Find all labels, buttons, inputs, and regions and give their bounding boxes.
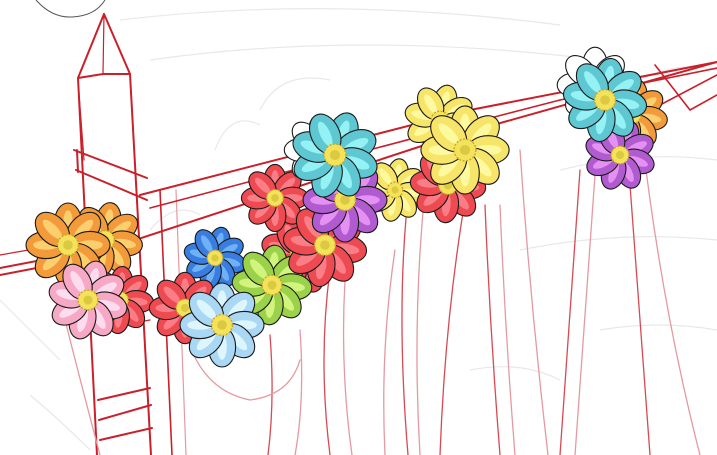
flower-pink (48, 260, 128, 340)
flower-center-dot (329, 149, 341, 161)
petal-highlight (254, 177, 271, 194)
petal-highlight (201, 235, 213, 253)
flower-green (231, 244, 313, 326)
flower-center-dot (217, 320, 227, 330)
petal-highlight (317, 121, 333, 147)
flower-center-dot (340, 195, 350, 205)
flower-center-dot (63, 240, 73, 250)
flower-center-dot (320, 240, 330, 250)
flower-center-dot (615, 150, 625, 160)
flower-center-dot (211, 254, 219, 262)
flower-light_blue (179, 282, 265, 368)
petal-highlight (163, 286, 180, 303)
flower-yellow (420, 105, 510, 195)
flower-teal (562, 57, 648, 143)
flower-teal (292, 112, 378, 198)
petal-highlight (438, 123, 459, 144)
flower-center-dot (271, 194, 279, 202)
flower-orange (25, 202, 111, 288)
flower-center-dot (391, 186, 399, 194)
petal-highlight (584, 71, 601, 93)
petal-highlight (379, 168, 392, 185)
flower-center-dot (180, 303, 190, 313)
petal-highlight (70, 271, 85, 293)
corner-circle-outline (35, 0, 106, 18)
petal-highlight (304, 216, 321, 238)
flower-center-dot (459, 144, 471, 156)
petal-highlight (42, 219, 63, 240)
petal-highlight (424, 94, 438, 114)
petal-highlight (196, 299, 217, 320)
petal-highlight (250, 259, 268, 279)
flower-center-dot (600, 95, 610, 105)
flower-cluster (25, 46, 668, 368)
flower-center-dot (83, 295, 93, 305)
flower-center-dot (267, 280, 277, 290)
flower-red (240, 163, 310, 233)
